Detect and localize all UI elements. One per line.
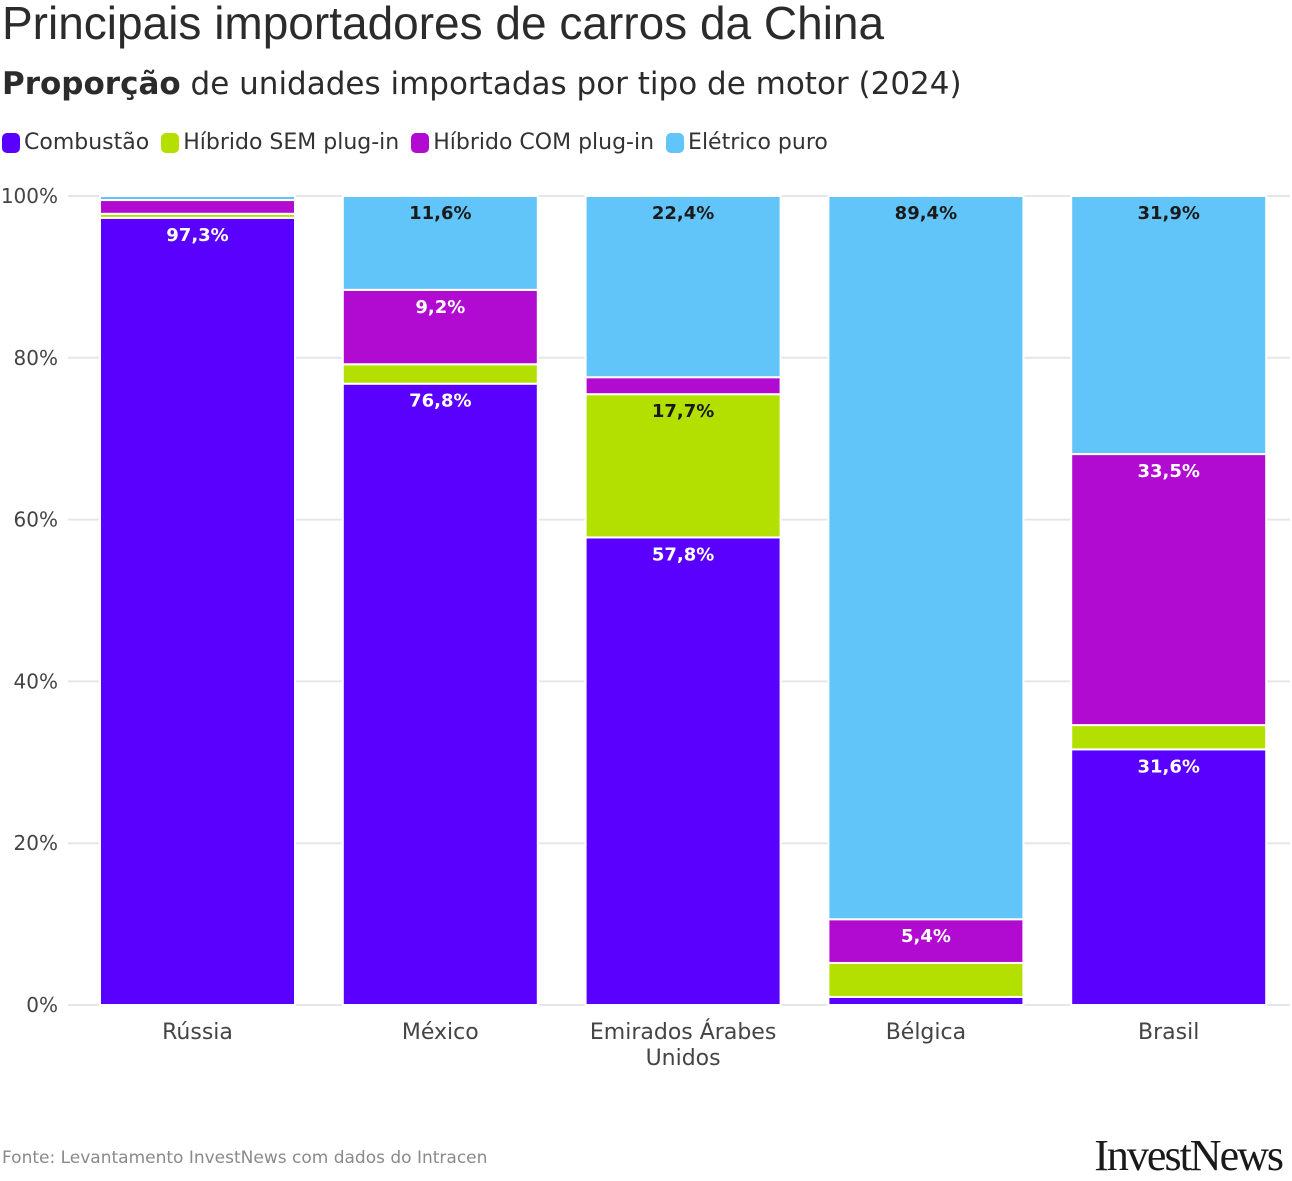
data-label: 76,8% [409,391,471,412]
data-label: 57,8% [652,544,714,565]
legend-swatch [666,132,685,153]
y-tick-label: 20% [14,831,58,855]
x-category-label: Brasil [1138,1020,1199,1045]
bar-segment [341,363,539,385]
bar-segment [1070,195,1268,456]
bar-segment [827,961,1025,998]
bar-segment [99,195,296,202]
data-label: 97,3% [166,225,228,246]
legend-item-combustao: Combustão [2,130,149,155]
data-label: 5,4% [901,926,951,947]
data-label: 9,2% [415,297,465,318]
data-labels: 97,3% 76,8% 9,2% 11,6% 57,8% 17,7% 22,4% 5,4% 89… [166,203,1200,947]
chart-title: Principais importadores de carros da Chi… [2,0,885,49]
legend-label: Combustão [24,130,150,155]
bar-segment [584,536,782,1006]
data-label: 31,9% [1137,203,1199,224]
y-tick-label: 80% [14,346,58,370]
y-tick-label: 60% [14,508,58,532]
y-tick-label: 0% [26,993,58,1017]
bar-segment [99,199,296,215]
x-category-label: Unidos [646,1046,721,1071]
legend-item-hibrido-sem-plugin: Híbrido SEM plug-in [161,130,399,155]
bar-segment [827,195,1025,921]
bar-segment [584,376,782,396]
bar-segment [99,216,296,1006]
bars [99,195,1268,1007]
legend-label: Híbrido COM plug-in [433,130,655,155]
subtitle-rest: de unidades importadas por tipo de motor… [180,66,962,102]
bar-segment [827,918,1025,964]
y-tick-label: 40% [14,669,58,693]
investnews-logo: InvestNews [1094,1131,1284,1180]
bar-segment [1070,724,1268,751]
bar-segment [341,195,539,291]
bar-segment [341,288,539,366]
legend-item-hibrido-com-plugin: Híbrido COM plug-in [411,130,654,155]
x-category-label: Rússia [162,1020,233,1045]
legend: Combustão Híbrido SEM plug-in Híbrido CO… [2,130,840,155]
legend-label: Elétrico puro [688,130,828,155]
bar-segment [1070,748,1268,1007]
data-label: 89,4% [895,203,957,224]
legend-label: Híbrido SEM plug-in [183,130,400,155]
y-tick-label: 100% [1,184,58,208]
data-label: 33,5% [1137,461,1199,482]
data-label: 31,6% [1137,756,1199,777]
y-axis: 0% 20% 40% 60% 80% 100% [1,184,58,1017]
bar-segment [1070,453,1268,727]
x-category-label: Emirados Árabes [590,1019,776,1045]
bar-segment [827,995,1025,1006]
legend-swatch [411,132,430,153]
legend-swatch [2,132,20,153]
bar-segment [584,393,782,539]
bar-segment [584,195,782,379]
x-category-label: México [402,1020,479,1045]
chart-subtitle: Proporção de unidades importadas por tip… [2,66,962,102]
bar-segment [341,382,539,1006]
legend-swatch [161,132,180,153]
data-label: 17,7% [652,401,714,422]
data-label: 11,6% [409,203,471,224]
subtitle-bold: Proporção [2,66,181,102]
data-label: 22,4% [652,203,714,224]
legend-item-eletrico-puro: Elétrico puro [666,130,828,155]
source-note: Fonte: Levantamento InvestNews com dados… [2,1148,488,1168]
x-category-label: Bélgica [886,1020,966,1045]
